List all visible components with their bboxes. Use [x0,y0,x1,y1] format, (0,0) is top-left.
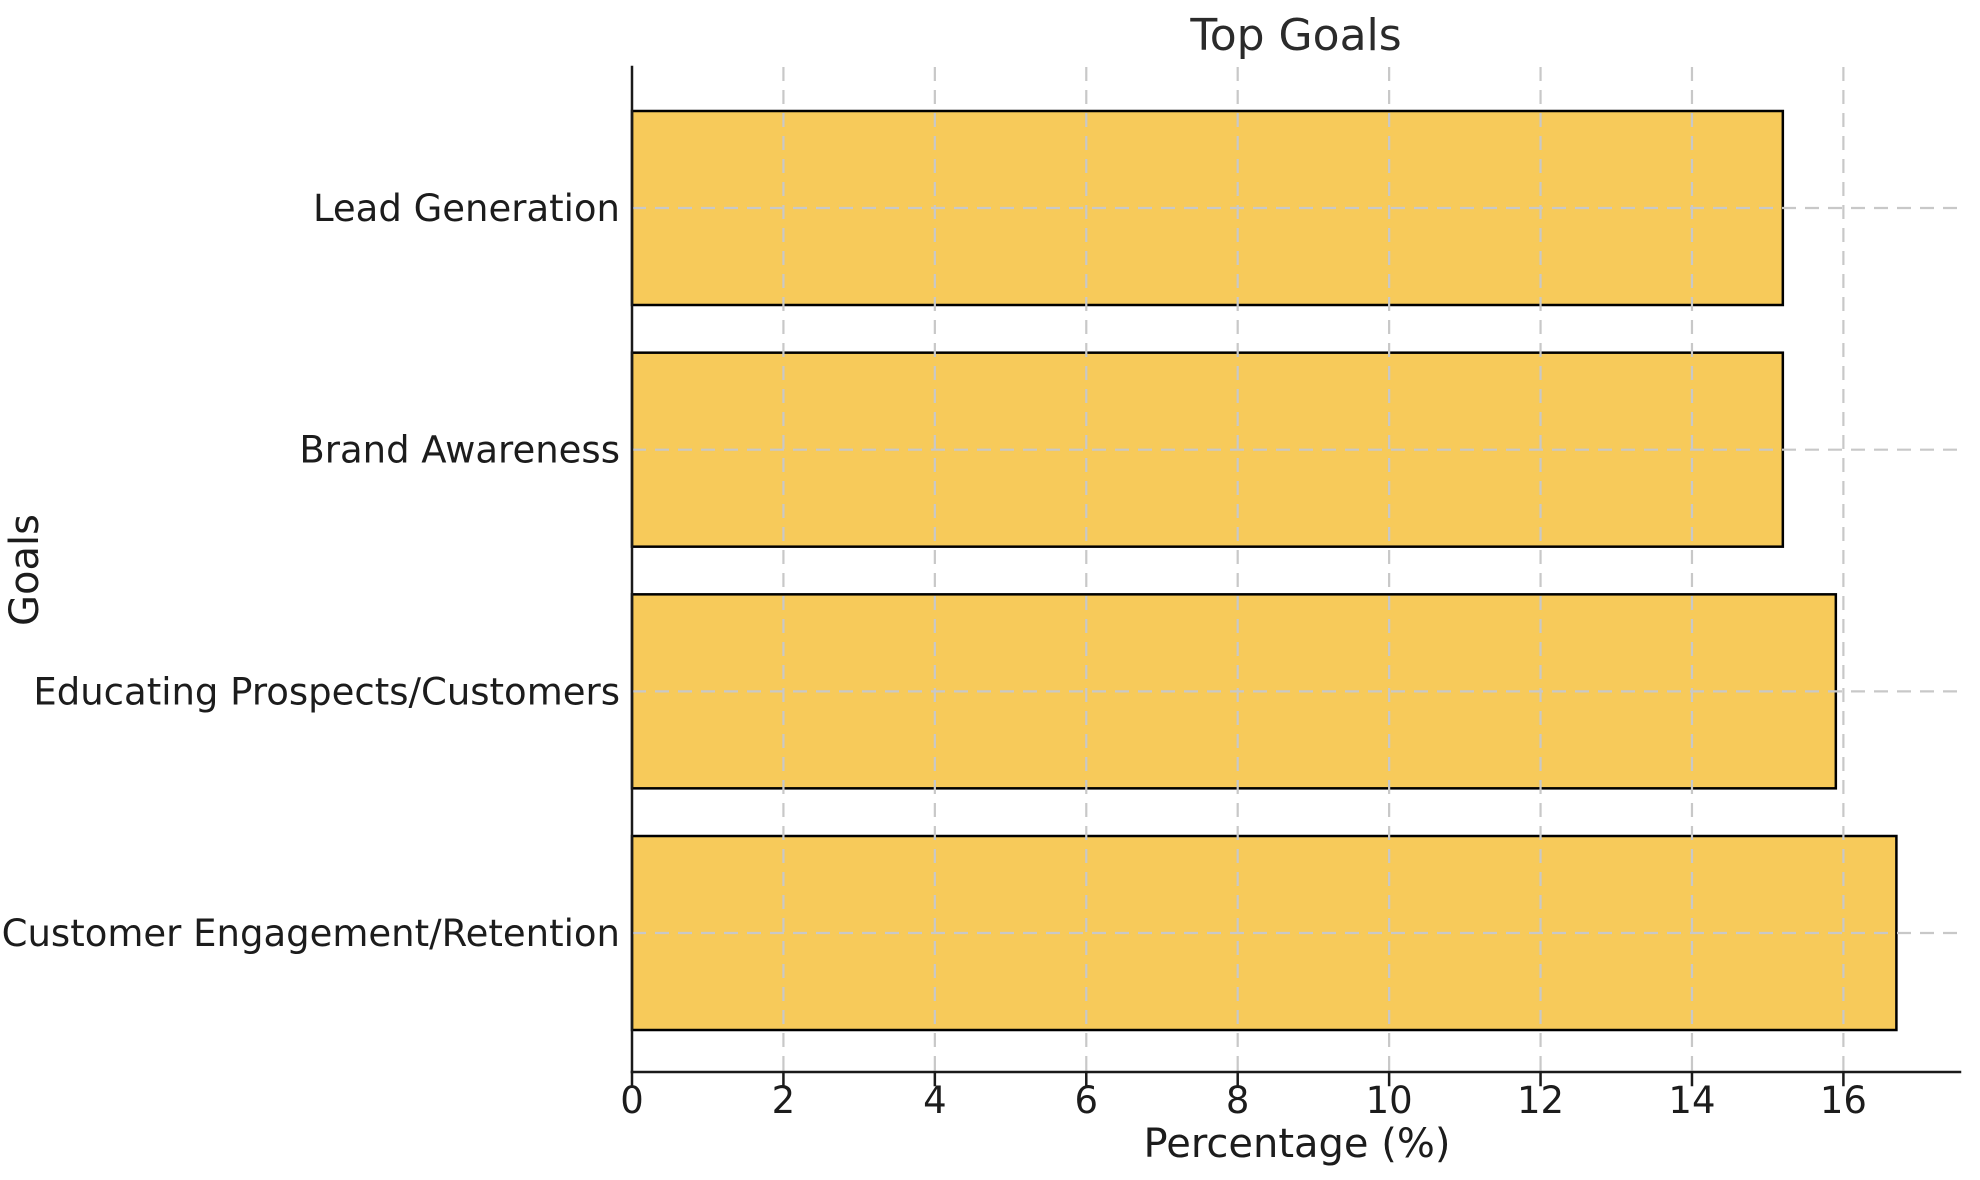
chart-title: Top Goals [1189,10,1401,61]
y-tick-label-1: Brand Awareness [299,429,620,472]
x-tick-labels-group: 0 2 4 6 8 10 12 14 16 [620,1079,1867,1122]
y-tick-label-0: Lead Generation [313,187,620,230]
x-tick-label-2: 2 [772,1079,796,1122]
y-axis-label: Goals [2,514,48,626]
y-category-labels-group: Lead Generation Brand Awareness Educating … [2,187,620,955]
y-tick-label-2: Educating Prospects/Customers [33,670,620,713]
axes-group [630,65,1962,1087]
x-tick-label-12: 12 [1517,1079,1564,1122]
x-axis-label: Percentage (%) [1144,1121,1451,1167]
x-tick-label-0: 0 [620,1079,644,1122]
x-tick-label-16: 16 [1820,1079,1867,1122]
bars-group [630,109,1898,1032]
gridlines-group [632,67,1960,1072]
x-tick-label-4: 4 [923,1079,947,1122]
y-tick-label-3: Customer Engagement/Retention [2,912,620,955]
x-tick-label-6: 6 [1075,1079,1099,1122]
x-tick-label-14: 14 [1668,1079,1715,1122]
x-tick-label-10: 10 [1366,1079,1413,1122]
x-tick-label-8: 8 [1226,1079,1250,1122]
